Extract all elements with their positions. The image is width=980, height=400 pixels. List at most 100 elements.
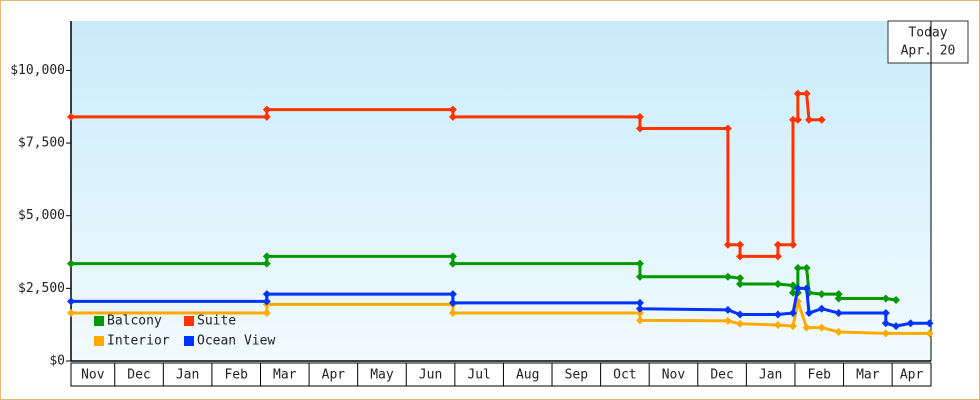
legend-label: Balcony	[107, 314, 162, 329]
point-marker	[635, 309, 644, 318]
point-marker	[448, 112, 457, 121]
point-marker	[635, 304, 644, 313]
point-marker	[892, 295, 901, 304]
point-marker	[448, 259, 457, 268]
legend-swatch	[184, 336, 194, 346]
point-marker	[262, 105, 271, 114]
x-axis-band	[70, 362, 932, 387]
x-tick-label: Mar	[273, 368, 297, 383]
point-marker	[736, 240, 745, 249]
point-marker	[262, 259, 271, 268]
x-tick-label: Jan	[176, 368, 199, 383]
y-tick-label: $7,500	[18, 136, 65, 151]
x-tick-label: Mar	[856, 368, 880, 383]
point-marker	[802, 323, 811, 332]
point-marker	[773, 310, 782, 319]
x-tick-label: Aug	[516, 368, 539, 383]
point-marker	[881, 294, 890, 303]
y-tick-label: $0	[49, 354, 65, 369]
y-tick-label: $10,000	[10, 63, 65, 78]
point-marker	[789, 240, 798, 249]
point-marker	[793, 89, 802, 98]
point-marker	[789, 322, 798, 331]
point-marker	[834, 327, 843, 336]
point-marker	[448, 290, 457, 299]
point-marker	[262, 297, 271, 306]
legend-label: Suite	[197, 314, 236, 329]
x-tick-label: Nov	[662, 368, 686, 383]
x-tick-label: Oct	[613, 368, 636, 383]
point-marker	[448, 105, 457, 114]
point-marker	[892, 322, 901, 331]
point-marker	[736, 319, 745, 328]
point-marker	[448, 252, 457, 261]
point-marker	[635, 272, 644, 281]
point-marker	[906, 319, 915, 328]
legend-swatch	[94, 336, 104, 346]
point-marker	[881, 319, 890, 328]
point-marker	[834, 309, 843, 318]
legend-label: Ocean View	[197, 334, 275, 349]
point-marker	[262, 290, 271, 299]
point-marker	[793, 264, 802, 273]
legend-swatch	[94, 316, 104, 326]
point-marker	[635, 259, 644, 268]
y-tick-label: $5,000	[18, 208, 65, 223]
point-marker	[736, 274, 745, 283]
today-date: Apr. 20	[901, 44, 956, 59]
today-box	[887, 20, 969, 64]
point-marker	[817, 304, 826, 313]
point-marker	[817, 115, 826, 124]
x-tick-label: Feb	[224, 368, 248, 383]
point-marker	[834, 290, 843, 299]
point-marker	[723, 305, 732, 314]
y-tick-label: $2,500	[18, 281, 65, 296]
point-marker	[805, 309, 814, 318]
x-tick-label: Dec	[710, 368, 733, 383]
x-tick-label: Sep	[565, 368, 589, 383]
point-marker	[67, 297, 75, 306]
legend-label: Interior	[107, 334, 170, 349]
point-marker	[802, 284, 811, 293]
point-marker	[736, 252, 745, 261]
point-marker	[635, 316, 644, 325]
point-marker	[802, 264, 811, 273]
point-marker	[793, 284, 802, 293]
point-marker	[736, 310, 745, 319]
x-tick-label: Jun	[419, 368, 442, 383]
point-marker	[723, 272, 732, 281]
point-marker	[67, 309, 75, 318]
point-marker	[881, 309, 890, 318]
point-marker	[736, 279, 745, 288]
point-marker	[635, 298, 644, 307]
x-tick-label: May	[370, 368, 394, 383]
legend-swatch	[184, 316, 194, 326]
point-marker	[773, 279, 782, 288]
point-marker	[67, 112, 75, 121]
point-marker	[723, 316, 732, 325]
point-marker	[802, 89, 811, 98]
point-marker	[773, 320, 782, 329]
x-tick-label: Apr	[900, 368, 924, 383]
x-tick-label: Apr	[322, 368, 346, 383]
x-tick-label: Jan	[759, 368, 782, 383]
today-label: Today	[908, 26, 947, 41]
point-marker	[925, 329, 934, 338]
point-marker	[773, 252, 782, 261]
point-marker	[635, 112, 644, 121]
point-marker	[635, 124, 644, 133]
point-marker	[817, 323, 826, 332]
x-tick-label: Jul	[467, 368, 490, 383]
point-marker	[773, 240, 782, 249]
point-marker	[789, 115, 798, 124]
point-marker	[881, 329, 890, 338]
x-tick-label: Dec	[127, 368, 150, 383]
point-marker	[793, 115, 802, 124]
point-marker	[262, 112, 271, 121]
point-marker	[67, 259, 75, 268]
point-marker	[789, 309, 798, 318]
x-tick-label: Feb	[808, 368, 832, 383]
point-marker	[262, 309, 271, 318]
point-marker	[448, 298, 457, 307]
